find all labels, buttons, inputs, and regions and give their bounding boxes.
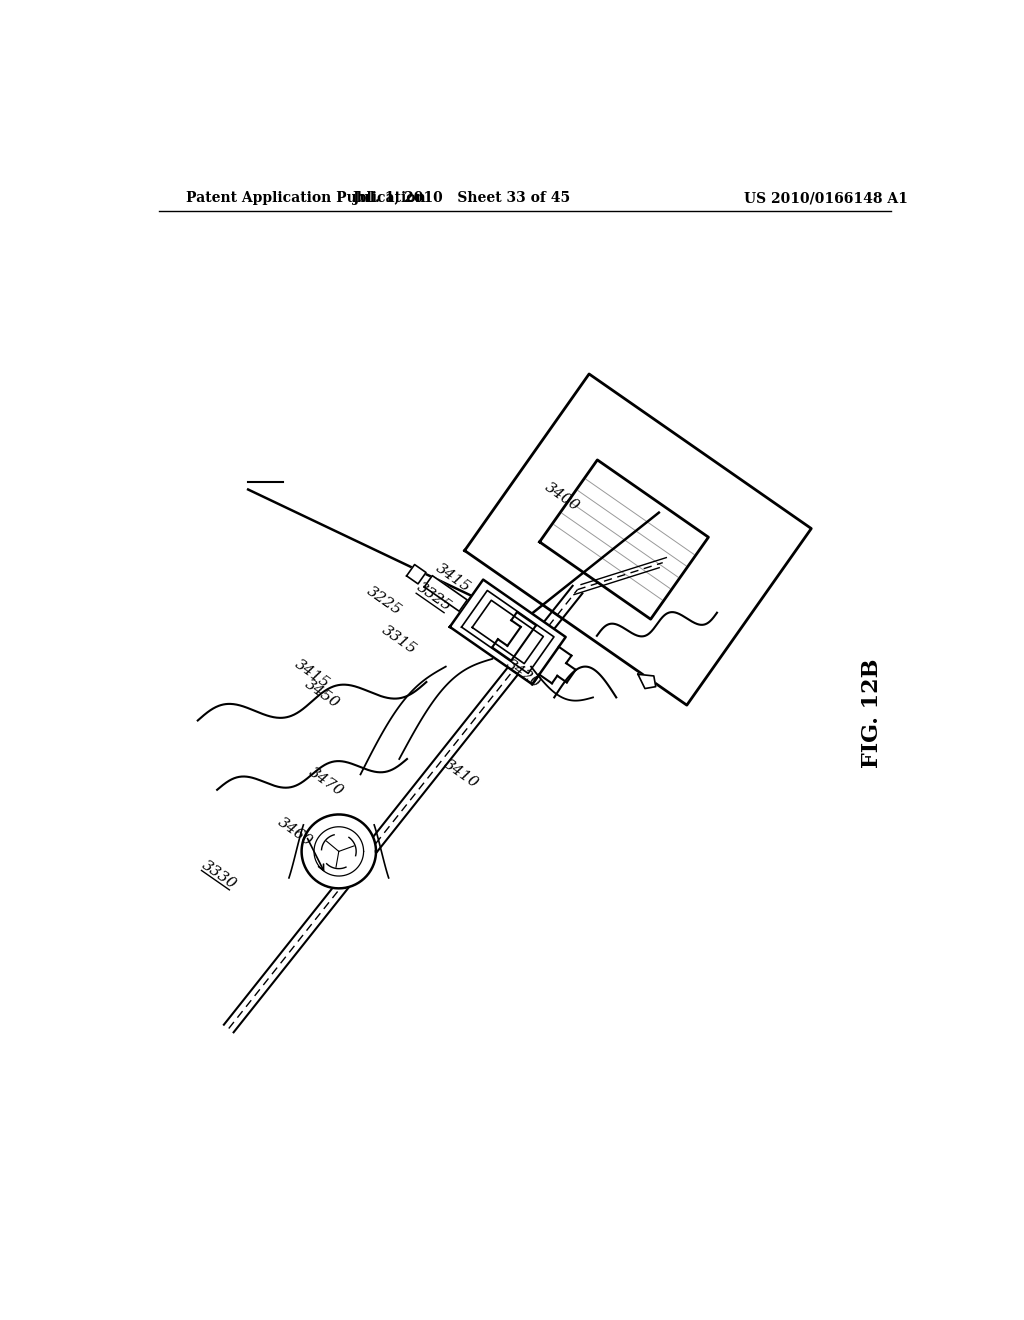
Text: 3470: 3470	[305, 766, 346, 799]
Polygon shape	[302, 814, 376, 888]
Polygon shape	[424, 576, 467, 611]
Text: 3325: 3325	[414, 581, 454, 614]
Text: US 2010/0166148 A1: US 2010/0166148 A1	[743, 191, 907, 206]
Text: 3330: 3330	[200, 858, 240, 891]
Text: 3315: 3315	[379, 623, 419, 656]
Polygon shape	[472, 601, 544, 664]
Text: 3415: 3415	[292, 657, 332, 692]
Polygon shape	[540, 459, 709, 619]
Polygon shape	[407, 565, 426, 583]
Polygon shape	[462, 590, 554, 673]
Text: 3450: 3450	[302, 677, 342, 710]
Text: 3400: 3400	[542, 480, 582, 513]
Text: Jul. 1, 2010   Sheet 33 of 45: Jul. 1, 2010 Sheet 33 of 45	[352, 191, 569, 206]
Text: 3225: 3225	[364, 585, 403, 618]
Text: 3460: 3460	[274, 816, 314, 849]
Polygon shape	[465, 374, 811, 705]
Text: 3420: 3420	[503, 657, 544, 692]
Polygon shape	[450, 579, 565, 684]
Text: 3410: 3410	[441, 758, 481, 791]
Polygon shape	[638, 675, 655, 689]
Text: 3415: 3415	[433, 561, 473, 595]
Text: FIG. 12B: FIG. 12B	[861, 659, 883, 767]
Text: Patent Application Publication: Patent Application Publication	[186, 191, 426, 206]
